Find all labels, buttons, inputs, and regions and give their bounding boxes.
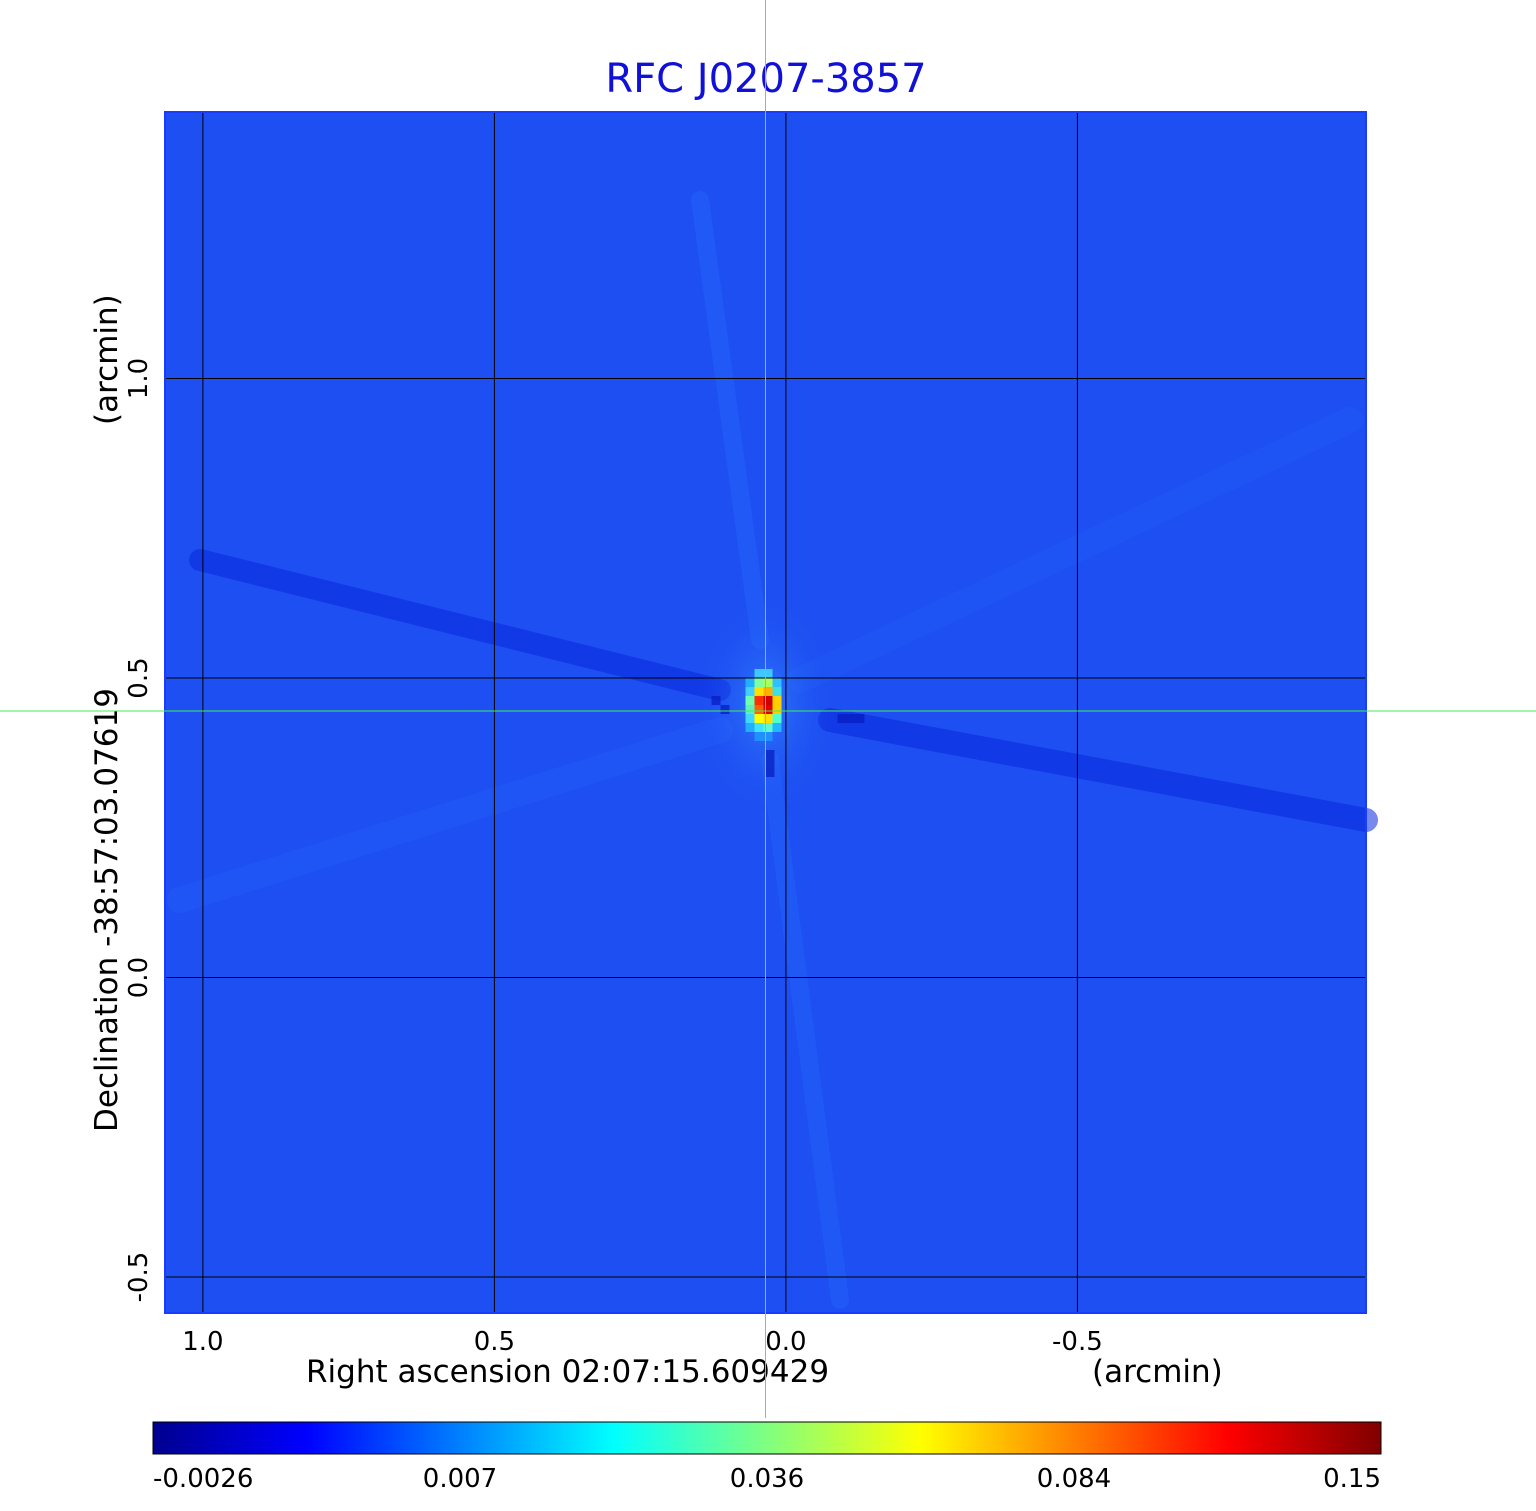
x-tick-label: -0.5	[1052, 1327, 1103, 1357]
y-tick-label: 1.0	[124, 358, 154, 399]
source-pixel	[754, 732, 764, 742]
source-pixel	[763, 714, 773, 724]
colorbar-tick-label: 0.036	[730, 1464, 804, 1494]
source-pixel	[772, 696, 782, 706]
source-pixel	[754, 723, 764, 733]
crosshair	[0, 0, 1536, 1418]
sidelobe-streak	[189, 549, 731, 701]
y-axis-unit: (arcmin)	[89, 294, 125, 425]
source-pixel	[772, 705, 782, 715]
source-pixel	[763, 696, 773, 706]
source-pixel	[763, 732, 773, 742]
y-tick-label: -0.5	[124, 1252, 154, 1303]
x-axis-unit: (arcmin)	[1092, 1354, 1223, 1390]
x-tick-label: 1.0	[182, 1327, 223, 1357]
negative-pixel	[837, 714, 847, 724]
sidelobe-streak	[167, 717, 733, 913]
source-pixel	[754, 669, 764, 679]
y-axis-label: Declination -38:57:03.07619	[89, 688, 125, 1132]
source-pixel	[763, 669, 773, 679]
colorbar-tick-label: 0.15	[1323, 1464, 1381, 1494]
source-pixel	[745, 678, 755, 688]
y-tick-label: 0.0	[124, 957, 154, 998]
sidelobe-streak	[818, 708, 1378, 832]
x-tick-label: 0.0	[765, 1327, 806, 1357]
source-pixel	[772, 678, 782, 688]
y-tick-label: 0.5	[124, 657, 154, 698]
colorbar-tick-label: -0.0026	[153, 1464, 253, 1494]
sidelobe-streak	[787, 407, 1363, 693]
source-pixel	[745, 696, 755, 706]
source-pixel	[754, 696, 764, 706]
negative-pixel	[720, 705, 730, 715]
colorbar-tick-label: 0.007	[423, 1464, 497, 1494]
source-pixel	[763, 705, 773, 715]
source-pixel	[772, 687, 782, 697]
negative-pixel	[765, 750, 775, 760]
x-tick-label: 0.5	[474, 1327, 515, 1357]
x-axis-label: Right ascension 02:07:15.609429	[306, 1354, 829, 1390]
negative-pixel	[855, 714, 865, 724]
source-pixel	[745, 723, 755, 733]
x-tick-labels: 1.0 0.5 0.0 -0.5	[182, 1327, 1103, 1357]
source-pixel	[745, 714, 755, 724]
source-pixel	[763, 687, 773, 697]
source-pixel	[754, 678, 764, 688]
source-pixel	[745, 687, 755, 697]
sidelobe-streak	[691, 191, 769, 649]
negative-pixel	[765, 759, 775, 769]
source-pixel	[754, 687, 764, 697]
y-tick-labels: 1.0 0.5 0.0 -0.5	[124, 358, 154, 1303]
negative-pixel	[765, 768, 775, 778]
source-pixel	[763, 678, 773, 688]
source-pixel	[745, 705, 755, 715]
colorbar-tick-labels: -0.0026 0.007 0.036 0.084 0.15	[153, 1464, 1381, 1494]
source-pixel	[772, 723, 782, 733]
sidelobe-streak	[761, 751, 849, 1309]
negative-pixel	[711, 696, 721, 706]
source-pixel	[763, 723, 773, 733]
source-pixel	[772, 714, 782, 724]
source-pixel	[754, 705, 764, 715]
colorbar-tick-label: 0.084	[1037, 1464, 1111, 1494]
source-pixel	[754, 714, 764, 724]
negative-pixel	[846, 714, 856, 724]
colorbar	[152, 1421, 1382, 1455]
